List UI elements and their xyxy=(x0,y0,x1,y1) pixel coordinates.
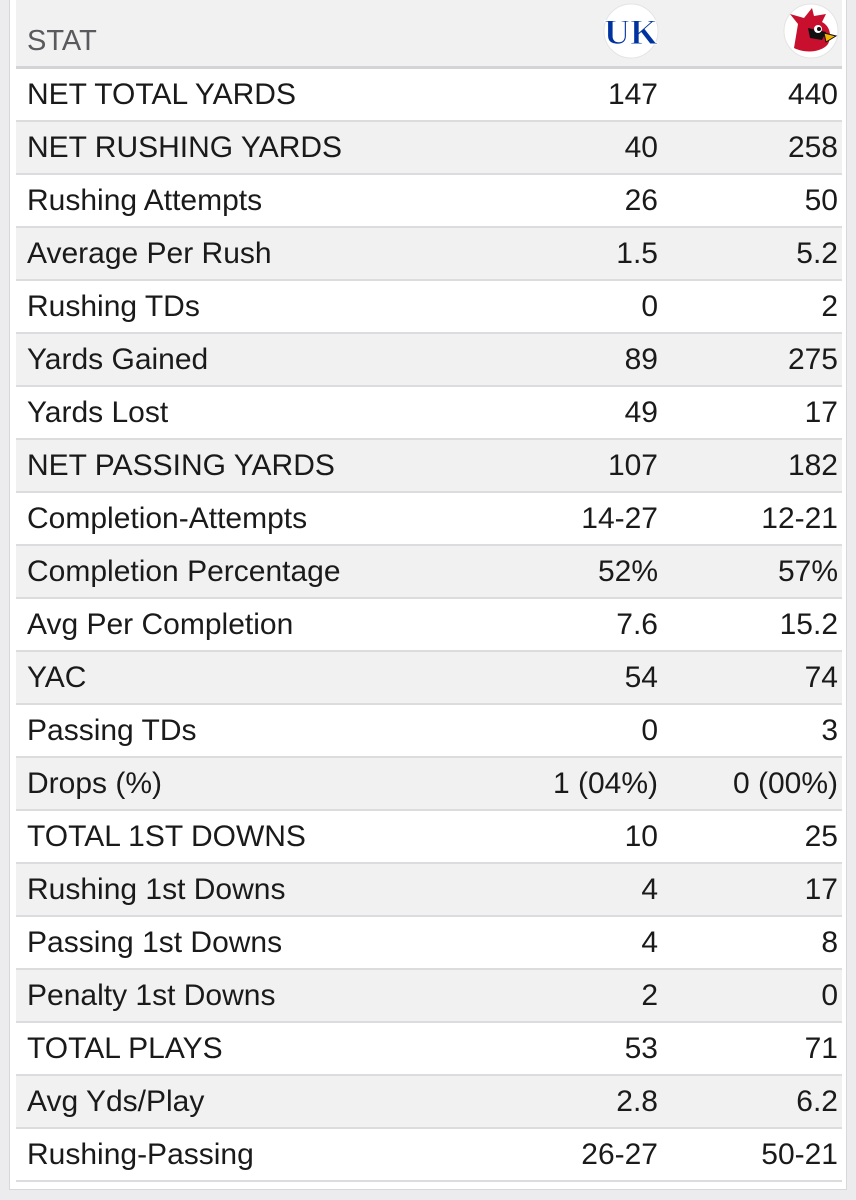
table-row: Penalty 1st Downs 2 0 xyxy=(16,970,842,1023)
stats-panel: STAT UK NET TOTAL YARDS 147 440 NET RUSHING… xyxy=(9,0,847,1190)
kentucky-value: 14-27 xyxy=(581,502,658,535)
table-header: STAT UK xyxy=(16,0,842,69)
louisville-value: 17 xyxy=(804,873,838,906)
stat-label: Rushing-Passing xyxy=(27,1138,254,1171)
stats-table: STAT UK NET TOTAL YARDS 147 440 NET RUSHING… xyxy=(16,0,842,1182)
table-row: Drops (%) 1 (04%) 0 (00%) xyxy=(16,758,842,811)
kentucky-value: 4 xyxy=(641,926,658,959)
table-row: Yards Lost 49 17 xyxy=(16,387,842,440)
stat-label: Rushing Attempts xyxy=(27,184,263,217)
louisville-value: 2 xyxy=(821,290,838,323)
stat-label: Penalty 1st Downs xyxy=(27,979,276,1012)
louisville-value: 8 xyxy=(821,926,838,959)
table-row: TOTAL 1ST DOWNS 10 25 xyxy=(16,811,842,864)
stat-label: Average Per Rush xyxy=(27,237,272,270)
louisville-value: 57% xyxy=(777,555,838,588)
kentucky-value: 4 xyxy=(641,873,658,906)
louisville-value: 275 xyxy=(787,343,838,376)
kentucky-value: 10 xyxy=(624,820,658,853)
stat-label: NET TOTAL YARDS xyxy=(27,78,296,111)
louisville-value: 6.2 xyxy=(796,1085,838,1118)
louisville-value: 17 xyxy=(804,396,838,429)
table-row: Rushing Attempts 26 50 xyxy=(16,175,842,228)
stat-label: Passing 1st Downs xyxy=(27,926,283,959)
stat-label: Rushing TDs xyxy=(27,290,200,323)
louisville-value: 25 xyxy=(804,820,838,853)
stat-column-header: STAT xyxy=(27,25,97,57)
table-row: Completion-Attempts 14-27 12-21 xyxy=(16,493,842,546)
kentucky-value: 26 xyxy=(624,184,658,217)
stat-label: Passing TDs xyxy=(27,714,197,747)
stat-label: Completion Percentage xyxy=(27,555,341,588)
kentucky-value: 26-27 xyxy=(581,1138,658,1171)
stat-label: Rushing 1st Downs xyxy=(27,873,286,906)
louisville-value: 5.2 xyxy=(796,237,838,270)
stat-label: Yards Gained xyxy=(27,343,209,376)
kentucky-value: 54 xyxy=(624,661,658,694)
kentucky-value: 0 xyxy=(641,290,658,323)
kentucky-logo-text: UK xyxy=(604,12,658,52)
louisville-value: 182 xyxy=(787,449,838,482)
kentucky-value: 0 xyxy=(641,714,658,747)
louisville-cardinal-logo-icon xyxy=(783,3,839,59)
kentucky-value: 53 xyxy=(624,1032,658,1065)
stat-label: Drops (%) xyxy=(27,767,163,800)
table-row: Rushing TDs 0 2 xyxy=(16,281,842,334)
louisville-value: 50 xyxy=(804,184,838,217)
louisville-value: 71 xyxy=(804,1032,838,1065)
stat-label: Avg Yds/Play xyxy=(27,1085,205,1118)
table-row: Avg Yds/Play 2.8 6.2 xyxy=(16,1076,842,1129)
table-row: Passing TDs 0 3 xyxy=(16,705,842,758)
kentucky-value: 89 xyxy=(624,343,658,376)
louisville-value: 50-21 xyxy=(761,1138,838,1171)
stat-label: NET PASSING YARDS xyxy=(27,449,335,482)
table-row: TOTAL PLAYS 53 71 xyxy=(16,1023,842,1076)
louisville-value: 440 xyxy=(787,78,838,111)
stat-label: NET RUSHING YARDS xyxy=(27,131,343,164)
table-row: NET TOTAL YARDS 147 440 xyxy=(16,69,842,122)
table-row: Passing 1st Downs 4 8 xyxy=(16,917,842,970)
kentucky-value: 52% xyxy=(597,555,658,588)
louisville-value: 15.2 xyxy=(779,608,838,641)
louisville-value: 3 xyxy=(821,714,838,747)
table-row: Completion Percentage 52% 57% xyxy=(16,546,842,599)
kentucky-value: 49 xyxy=(624,396,658,429)
louisville-value: 258 xyxy=(787,131,838,164)
louisville-value: 12-21 xyxy=(761,502,838,535)
kentucky-logo-icon: UK xyxy=(603,3,659,59)
kentucky-value: 1.5 xyxy=(616,237,658,270)
stat-label: Yards Lost xyxy=(27,396,169,429)
table-row: YAC 54 74 xyxy=(16,652,842,705)
stat-label: TOTAL PLAYS xyxy=(27,1032,223,1065)
kentucky-value: 40 xyxy=(624,131,658,164)
stat-label: YAC xyxy=(27,661,87,694)
kentucky-value: 7.6 xyxy=(616,608,658,641)
table-row: Avg Per Completion 7.6 15.2 xyxy=(16,599,842,652)
kentucky-value: 2 xyxy=(641,979,658,1012)
stat-label: TOTAL 1ST DOWNS xyxy=(27,820,306,853)
table-row: NET RUSHING YARDS 40 258 xyxy=(16,122,842,175)
stat-label: Avg Per Completion xyxy=(27,608,294,641)
kentucky-value: 1 (04%) xyxy=(552,767,658,800)
table-row: Rushing-Passing 26-27 50-21 xyxy=(16,1129,842,1182)
table-row: Rushing 1st Downs 4 17 xyxy=(16,864,842,917)
table-row: NET PASSING YARDS 107 182 xyxy=(16,440,842,493)
table-row: Yards Gained 89 275 xyxy=(16,334,842,387)
louisville-value: 0 xyxy=(821,979,838,1012)
kentucky-value: 147 xyxy=(607,78,658,111)
stat-label: Completion-Attempts xyxy=(27,502,308,535)
kentucky-value: 107 xyxy=(607,449,658,482)
kentucky-value: 2.8 xyxy=(616,1085,658,1118)
table-row: Average Per Rush 1.5 5.2 xyxy=(16,228,842,281)
louisville-value: 74 xyxy=(804,661,838,694)
louisville-value: 0 (00%) xyxy=(732,767,838,800)
